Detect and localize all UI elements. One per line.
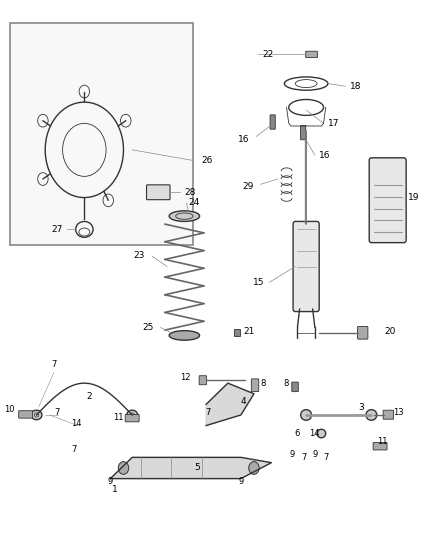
Text: 24: 24: [189, 198, 200, 207]
FancyBboxPatch shape: [306, 51, 318, 58]
Text: 11: 11: [377, 437, 388, 446]
Text: 9: 9: [108, 477, 113, 486]
Text: 13: 13: [393, 408, 404, 417]
Text: 7: 7: [205, 408, 211, 417]
Text: 8: 8: [283, 379, 289, 388]
Text: 20: 20: [385, 327, 396, 336]
Text: 9: 9: [312, 450, 318, 459]
Ellipse shape: [169, 330, 200, 340]
Polygon shape: [206, 383, 254, 425]
Text: 7: 7: [301, 453, 307, 462]
Text: 7: 7: [71, 445, 77, 454]
FancyBboxPatch shape: [270, 115, 275, 129]
Text: 14: 14: [71, 418, 82, 427]
Text: 5: 5: [194, 464, 200, 472]
FancyBboxPatch shape: [19, 411, 32, 418]
FancyBboxPatch shape: [357, 326, 368, 339]
Ellipse shape: [169, 211, 200, 221]
FancyBboxPatch shape: [292, 382, 298, 392]
Text: 8: 8: [261, 379, 266, 388]
Circle shape: [118, 462, 129, 474]
Text: 3: 3: [358, 402, 364, 411]
Text: 18: 18: [350, 82, 361, 91]
Text: 1: 1: [112, 484, 118, 494]
FancyBboxPatch shape: [251, 379, 259, 392]
FancyBboxPatch shape: [125, 415, 139, 422]
Ellipse shape: [366, 410, 377, 420]
Circle shape: [249, 462, 259, 474]
Text: 19: 19: [408, 193, 420, 202]
FancyBboxPatch shape: [383, 410, 394, 419]
FancyBboxPatch shape: [234, 329, 240, 336]
Text: 9: 9: [290, 450, 295, 459]
Text: 4: 4: [241, 398, 247, 406]
FancyBboxPatch shape: [369, 158, 406, 243]
Text: 15: 15: [253, 278, 265, 287]
FancyBboxPatch shape: [199, 376, 207, 385]
Text: 12: 12: [180, 374, 191, 383]
Ellipse shape: [317, 429, 326, 438]
Text: 7: 7: [323, 453, 328, 462]
Text: 21: 21: [243, 327, 254, 336]
Text: 6: 6: [295, 429, 300, 438]
Text: 25: 25: [142, 323, 154, 332]
Text: 2: 2: [86, 392, 92, 401]
Text: 7: 7: [51, 360, 57, 369]
Text: 10: 10: [4, 405, 15, 414]
Text: 11: 11: [113, 413, 124, 422]
FancyBboxPatch shape: [373, 442, 387, 450]
FancyBboxPatch shape: [300, 125, 306, 140]
Ellipse shape: [127, 410, 138, 419]
Text: 29: 29: [243, 182, 254, 191]
Text: 17: 17: [328, 119, 339, 128]
Text: 23: 23: [134, 252, 145, 261]
Text: 26: 26: [202, 156, 213, 165]
FancyBboxPatch shape: [293, 221, 319, 312]
FancyBboxPatch shape: [147, 185, 170, 200]
Text: 16: 16: [238, 135, 250, 144]
Ellipse shape: [31, 410, 42, 419]
Text: 22: 22: [263, 50, 274, 59]
Text: 7: 7: [54, 408, 59, 417]
Polygon shape: [110, 457, 272, 479]
Bar: [11, 22, 193, 245]
Text: 28: 28: [184, 188, 196, 197]
Ellipse shape: [301, 410, 311, 420]
Text: 16: 16: [319, 151, 331, 160]
Text: 14: 14: [309, 429, 319, 438]
Text: 27: 27: [51, 225, 63, 234]
Text: 9: 9: [238, 477, 244, 486]
